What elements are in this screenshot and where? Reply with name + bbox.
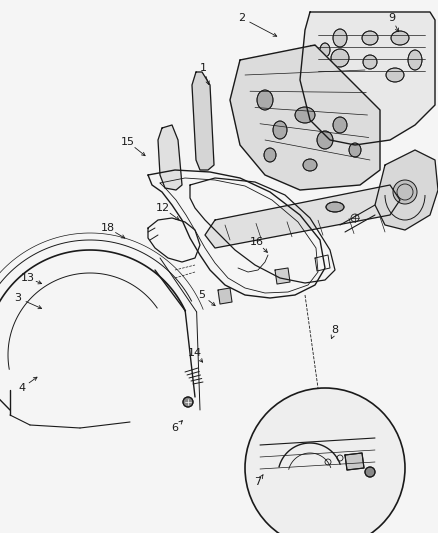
Text: 6: 6 xyxy=(172,423,179,433)
Ellipse shape xyxy=(257,90,273,110)
Text: 14: 14 xyxy=(188,348,202,358)
Text: 16: 16 xyxy=(250,237,264,247)
Text: 18: 18 xyxy=(101,223,115,233)
Polygon shape xyxy=(345,453,364,470)
Text: 9: 9 xyxy=(389,13,396,23)
Polygon shape xyxy=(158,125,182,190)
Polygon shape xyxy=(230,45,380,190)
Ellipse shape xyxy=(391,31,409,45)
Ellipse shape xyxy=(333,29,347,47)
Circle shape xyxy=(365,467,375,477)
Polygon shape xyxy=(275,268,290,284)
Ellipse shape xyxy=(303,159,317,171)
Ellipse shape xyxy=(264,148,276,162)
Ellipse shape xyxy=(273,121,287,139)
Text: 13: 13 xyxy=(21,273,35,283)
Text: 2: 2 xyxy=(238,13,246,23)
Text: 8: 8 xyxy=(332,325,339,335)
Text: 4: 4 xyxy=(18,383,25,393)
Ellipse shape xyxy=(362,31,378,45)
Polygon shape xyxy=(218,288,232,304)
Ellipse shape xyxy=(326,202,344,212)
Text: 3: 3 xyxy=(14,293,21,303)
Ellipse shape xyxy=(408,50,422,70)
Polygon shape xyxy=(375,150,438,230)
Polygon shape xyxy=(192,72,214,170)
Circle shape xyxy=(183,397,193,407)
Text: 1: 1 xyxy=(199,63,206,73)
Ellipse shape xyxy=(317,131,333,149)
Polygon shape xyxy=(205,185,400,248)
Ellipse shape xyxy=(320,43,330,57)
Circle shape xyxy=(245,388,405,533)
Text: 5: 5 xyxy=(198,290,205,300)
Ellipse shape xyxy=(386,68,404,82)
Ellipse shape xyxy=(363,55,377,69)
Polygon shape xyxy=(300,12,435,145)
Ellipse shape xyxy=(295,107,315,123)
Text: 15: 15 xyxy=(121,137,135,147)
Text: 12: 12 xyxy=(156,203,170,213)
Text: 7: 7 xyxy=(254,477,261,487)
Circle shape xyxy=(393,180,417,204)
Ellipse shape xyxy=(331,49,349,67)
Ellipse shape xyxy=(333,117,347,133)
Ellipse shape xyxy=(349,143,361,157)
